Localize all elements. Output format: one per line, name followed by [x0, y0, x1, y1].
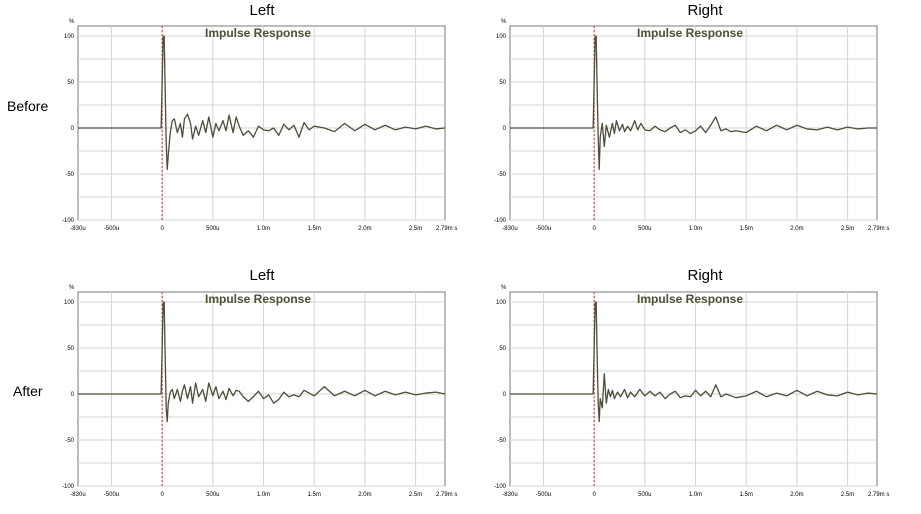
chart-title-before-right: Right	[687, 2, 723, 19]
x-tick-label: 1.5m	[740, 226, 753, 232]
y-unit-label: %	[69, 285, 75, 291]
y-tick-label: 100	[496, 300, 507, 306]
x-tick-label: 0	[160, 226, 164, 232]
x-tick-label: 2.0m	[790, 492, 803, 498]
x-tick-label: 1.5m	[308, 226, 321, 232]
chart-panel-0: Impulse Response% 100 50 0 -50 -100 -830u -500u…	[62, 19, 457, 232]
y-unit-label: %	[501, 285, 507, 291]
x-tick-label: -500u	[536, 492, 551, 498]
row-label-before: Before	[7, 98, 49, 114]
impulse-series-line	[510, 35, 877, 171]
y-tick-label: -50	[65, 172, 74, 178]
chart-title-after-right: Right	[687, 267, 723, 284]
y-tick-label: -100	[62, 484, 75, 490]
chart-title-after-left: Left	[249, 267, 275, 284]
plot-frame	[77, 25, 446, 221]
impulse-series-line	[78, 35, 446, 171]
y-tick-label: 100	[496, 34, 507, 40]
x-tick-label: 0	[592, 226, 596, 232]
x-tick-label: -500u	[104, 226, 119, 232]
x-tick-label: 1.5m	[308, 492, 321, 498]
plot-label: Impulse Response	[637, 292, 743, 306]
x-tick-label: 2.79m s	[868, 492, 889, 498]
chart-panel-2: Impulse Response% 100 50 0 -50 -100 -830u -500u…	[62, 285, 457, 498]
y-unit-label: %	[69, 19, 75, 25]
x-tick-label: -500u	[104, 492, 119, 498]
x-tick-label: -830u	[70, 492, 85, 498]
x-tick-label: 500u	[206, 492, 219, 498]
y-tick-label: -50	[497, 438, 506, 444]
y-tick-label: -50	[65, 438, 74, 444]
x-tick-label: 1.0m	[689, 492, 702, 498]
x-tick-label: 2.5m	[841, 492, 854, 498]
y-unit-label: %	[501, 19, 507, 25]
x-tick-label: -830u	[70, 226, 85, 232]
plot-frame	[77, 291, 446, 487]
x-tick-label: -830u	[502, 226, 517, 232]
plot-label: Impulse Response	[205, 26, 311, 40]
x-tick-label: -830u	[502, 492, 517, 498]
y-tick-label: 0	[503, 392, 507, 398]
x-tick-label: 500u	[206, 226, 219, 232]
plot-label: Impulse Response	[637, 26, 743, 40]
impulse-series-line	[78, 301, 446, 423]
y-tick-label: -100	[494, 484, 507, 490]
y-tick-label: -100	[62, 218, 75, 224]
row-label-after: After	[13, 383, 43, 399]
chart-panel-3: Impulse Response% 100 50 0 -50 -100 -830u -500u…	[494, 285, 889, 498]
x-tick-label: 2.5m	[409, 492, 422, 498]
chart-title-before-left: Left	[249, 2, 275, 19]
plot-label: Impulse Response	[205, 292, 311, 306]
x-tick-label: 1.0m	[257, 226, 270, 232]
x-tick-label: 1.0m	[689, 226, 702, 232]
x-tick-label: 2.79m s	[436, 226, 457, 232]
x-tick-label: 1.0m	[257, 492, 270, 498]
x-tick-label: 2.79m s	[436, 492, 457, 498]
x-tick-label: 1.5m	[740, 492, 753, 498]
x-tick-label: 2.0m	[358, 226, 371, 232]
y-tick-label: 50	[67, 80, 74, 86]
x-tick-label: 0	[160, 492, 164, 498]
plot-frame	[509, 291, 878, 487]
x-tick-label: 2.0m	[358, 492, 371, 498]
y-tick-label: 0	[503, 126, 507, 132]
plot-frame	[509, 25, 878, 221]
x-tick-label: 2.5m	[409, 226, 422, 232]
x-tick-label: 0	[592, 492, 596, 498]
y-tick-label: 0	[71, 392, 75, 398]
impulse-series-line	[510, 301, 878, 423]
x-tick-label: 2.5m	[841, 226, 854, 232]
x-tick-label: 2.0m	[790, 226, 803, 232]
y-tick-label: 100	[64, 300, 75, 306]
x-tick-label: 500u	[638, 492, 651, 498]
y-tick-label: 100	[64, 34, 75, 40]
chart-panel-1: Impulse Response% 100 50 0 -50 -100 -830u -500u…	[494, 19, 889, 232]
y-tick-label: 50	[67, 346, 74, 352]
y-tick-label: -50	[497, 172, 506, 178]
y-tick-label: 50	[499, 80, 506, 86]
y-tick-label: 50	[499, 346, 506, 352]
x-tick-label: -500u	[536, 226, 551, 232]
x-tick-label: 2.79m s	[868, 226, 889, 232]
x-tick-label: 500u	[638, 226, 651, 232]
y-tick-label: -100	[494, 218, 507, 224]
y-tick-label: 0	[71, 126, 75, 132]
